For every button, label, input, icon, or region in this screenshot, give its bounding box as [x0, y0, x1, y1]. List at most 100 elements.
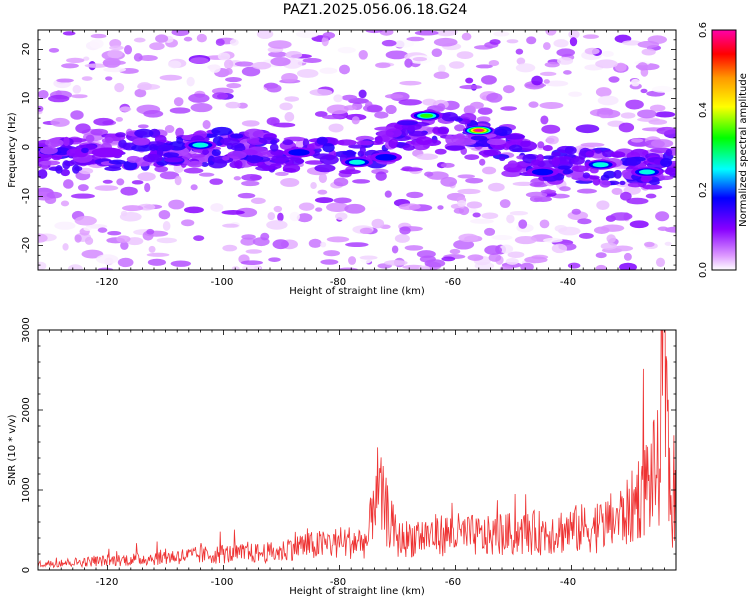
spectrogram-cell	[90, 128, 109, 136]
spectrogram-cell	[74, 234, 82, 243]
spectrogram-cell	[375, 62, 391, 69]
spectrogram-cell	[77, 184, 89, 192]
spectrogram-cell	[358, 49, 368, 60]
spectrogram-cell	[470, 101, 484, 109]
spectrogram-cell	[466, 201, 483, 209]
spectrogram-cell	[637, 40, 660, 49]
spectrogram-cell	[133, 53, 143, 62]
spectrogram-cell	[551, 156, 561, 167]
spectrogram-cell	[223, 59, 234, 70]
spectrogram-cell	[212, 92, 229, 100]
spectrogram-cell	[641, 48, 656, 56]
spectrogram-cell	[404, 245, 424, 251]
spectrogram-cell	[603, 170, 617, 179]
snr-xtick: -80	[330, 577, 346, 588]
spectrogram-cell	[102, 179, 113, 184]
spectrogram-cell	[648, 119, 668, 125]
spectrogram-cell	[526, 36, 537, 45]
spectrogram-cell	[83, 226, 92, 231]
spectrogram-cell	[612, 245, 634, 252]
spectrogram-cell	[657, 226, 669, 231]
spectrogram-cell	[295, 30, 319, 39]
spectrogram-cell	[488, 253, 502, 262]
spectrogram-cell	[546, 135, 559, 145]
spectrogram-cell	[326, 104, 349, 115]
spectrogram-cell	[170, 260, 191, 267]
spectrogram-cell	[441, 111, 458, 122]
spectrogram-cell	[298, 202, 315, 211]
spectrogram-cell	[319, 154, 339, 165]
spectrogram-cell	[84, 63, 108, 68]
spectrogram-cell	[97, 227, 108, 233]
spectrogram-cell	[323, 250, 341, 257]
spectrogram-cell	[310, 181, 317, 189]
spectrogram-cell	[506, 39, 519, 44]
spectrogram-cell	[415, 136, 433, 146]
spectrogram-cell	[320, 241, 327, 248]
spectrogram-cell	[441, 256, 456, 262]
spectrogram-cell	[147, 258, 167, 266]
spectrogram-cell	[486, 138, 507, 146]
spectrogram-cell	[63, 136, 70, 147]
spectrogram-xlabel: Height of straight line (km)	[289, 286, 425, 297]
spectrogram-cell	[351, 116, 360, 125]
spectrogram-cell	[333, 197, 352, 204]
spectrogram-cell	[608, 76, 620, 83]
spectrogram-cell	[540, 115, 549, 125]
spectrogram-xtick: -60	[445, 277, 461, 288]
colorbar-label: Normalized spectral amplitude	[738, 73, 749, 227]
spectrogram-cell	[83, 56, 90, 61]
spectrogram-cell	[209, 64, 221, 73]
spectrogram-cell	[38, 261, 47, 270]
spectrogram-cell	[38, 233, 48, 243]
spectrogram-cell	[627, 182, 644, 188]
spectrogram-cell	[433, 37, 458, 47]
spectrogram-cell	[321, 36, 329, 47]
spectrogram-hotspot	[592, 162, 609, 168]
spectrogram-cell	[375, 171, 387, 181]
spectrogram-cell	[108, 159, 126, 165]
spectrogram-cell	[577, 218, 592, 225]
spectrogram-cell	[134, 128, 154, 138]
spectrogram-cell	[97, 267, 114, 270]
spectrogram-cell	[62, 179, 74, 189]
spectrogram-cell	[314, 164, 336, 173]
spectrogram-cell	[543, 79, 550, 84]
spectrogram-cell	[406, 36, 425, 42]
spectrogram-cell	[190, 57, 209, 64]
spectrogram-cell	[328, 123, 344, 133]
spectrogram-cell	[483, 149, 502, 156]
spectrogram-cell	[655, 175, 674, 181]
colorbar-tick: 0.0	[698, 262, 709, 278]
spectrogram-cell	[509, 211, 529, 216]
spectrogram-cell	[557, 165, 571, 170]
spectrogram-cell	[348, 256, 357, 265]
spectrogram-cell	[210, 203, 224, 212]
spectrogram-cell	[619, 180, 626, 186]
spectrogram-cell	[457, 199, 467, 207]
spectrogram-cell	[126, 237, 144, 246]
spectrogram-cell	[183, 167, 204, 174]
spectrogram-cell	[75, 123, 91, 134]
spectrogram-cell	[164, 157, 184, 163]
spectrogram-cell	[571, 208, 581, 215]
spectrogram-cell	[611, 187, 623, 195]
spectrogram-cell	[244, 128, 264, 139]
spectrogram-cell	[316, 136, 328, 145]
spectrogram-cell	[458, 233, 479, 243]
colorbar: 0.0 0.2 0.4 0.6 Normalized spectral ampl…	[698, 22, 749, 278]
spectrogram-cell	[89, 38, 104, 49]
spectrogram-cell	[664, 167, 676, 176]
spectrogram-cell	[455, 133, 466, 139]
spectrogram-frame	[37, 29, 677, 271]
spectrogram-cell	[499, 265, 513, 270]
spectrogram-cell	[491, 234, 513, 241]
spectrogram-cell	[553, 39, 569, 48]
spectrogram-cell	[189, 153, 206, 158]
spectrogram-cell	[654, 111, 676, 118]
spectrogram-cell	[227, 150, 247, 160]
spectrogram-cell	[273, 205, 283, 213]
spectrogram-cell	[107, 49, 123, 59]
spectrogram-cell	[211, 149, 221, 157]
spectrogram-cell	[623, 252, 632, 261]
